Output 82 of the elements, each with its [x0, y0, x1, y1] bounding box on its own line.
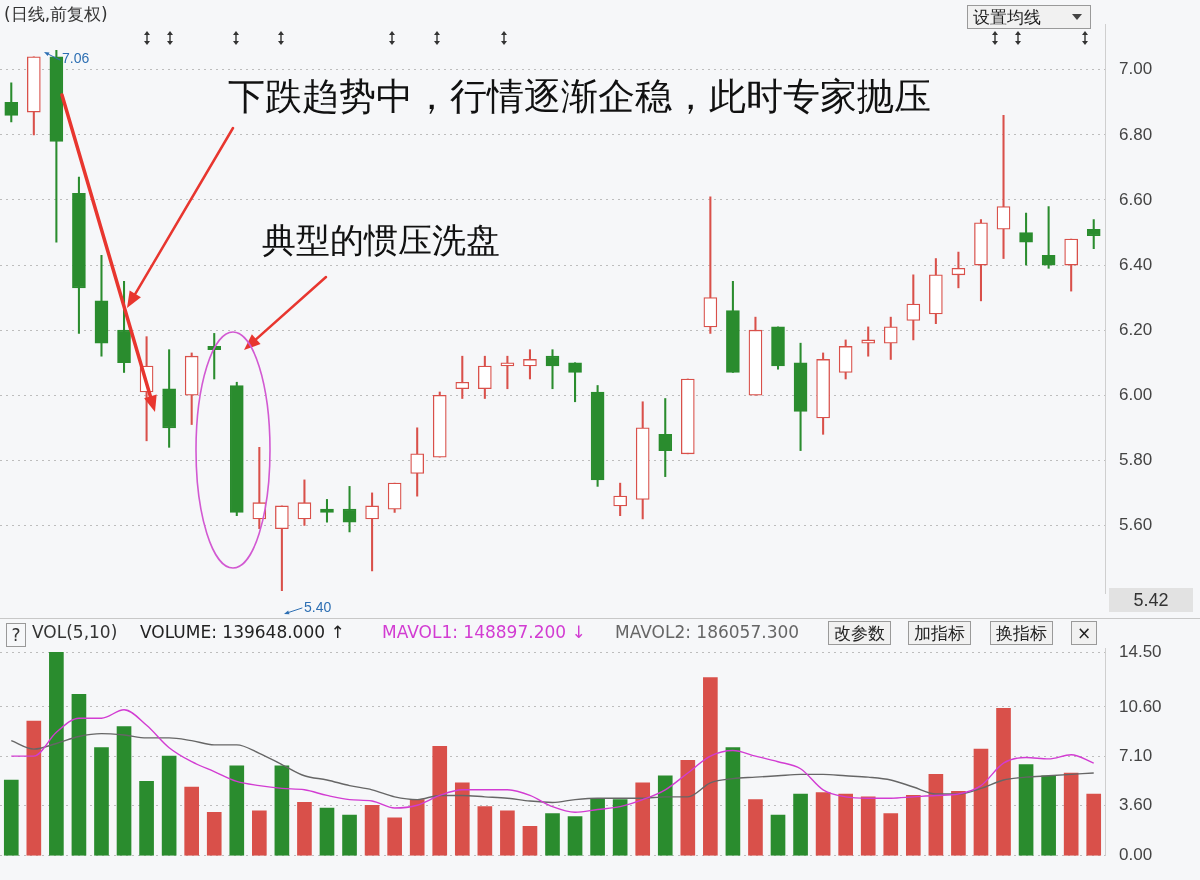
- bar: [477, 806, 493, 856]
- bar: [139, 781, 154, 856]
- bar: [94, 747, 109, 856]
- bar: [1086, 793, 1102, 856]
- button: 加指标: [908, 621, 971, 645]
- bar: [161, 755, 177, 856]
- bar: [748, 799, 763, 856]
- candlestick: [996, 115, 1011, 259]
- bar: [928, 774, 944, 856]
- button: 换指标: [990, 621, 1053, 645]
- text: ?: [6, 623, 26, 647]
- bar: [680, 759, 696, 856]
- button: 设置均线: [967, 5, 1091, 29]
- bar: [612, 799, 628, 856]
- bar: [364, 804, 380, 856]
- bar: [26, 720, 42, 856]
- y-tick-label: 3.60: [1119, 794, 1153, 814]
- bar: [770, 814, 786, 856]
- y-tick-label: 6.00: [1119, 384, 1153, 404]
- bar: [297, 802, 312, 856]
- bar: [725, 747, 741, 856]
- annotation: 7.06: [62, 50, 90, 66]
- button: 改参数: [828, 621, 891, 645]
- y-tick-label: 6.20: [1119, 319, 1153, 339]
- y-tick-label: 6.40: [1119, 254, 1153, 274]
- y-tick-label: 10.60: [1119, 696, 1162, 716]
- text: MAVOL2: 186057.300: [615, 622, 800, 642]
- bar: [1041, 775, 1056, 856]
- bar: [184, 786, 200, 856]
- bar: [229, 765, 245, 856]
- bar: [951, 790, 966, 856]
- bar: [342, 814, 357, 856]
- bar: [838, 793, 853, 856]
- bar: [905, 795, 921, 856]
- line-series: [10, 709, 1095, 813]
- bar: [973, 748, 989, 856]
- text: VOLUME: 139648.000 ↑: [140, 622, 345, 642]
- bar: [387, 817, 402, 856]
- y-tick-label: 6.60: [1119, 189, 1153, 209]
- bar: [3, 779, 19, 856]
- bar: [1063, 772, 1079, 856]
- y-tick-label: 7.10: [1119, 745, 1153, 765]
- bar: [319, 807, 335, 856]
- bar: [590, 797, 605, 856]
- bar: [635, 782, 651, 856]
- bar: [793, 793, 808, 856]
- y-tick-label: 6.80: [1119, 124, 1153, 144]
- line-series: [10, 732, 1095, 804]
- bar: [274, 765, 290, 856]
- y-tick-label: 14.50: [1119, 641, 1162, 661]
- bar: [432, 745, 448, 856]
- text: 5.42: [1109, 588, 1193, 612]
- bar: [206, 811, 222, 856]
- bar: [567, 816, 583, 856]
- chart-title: VOL(5,10): [32, 622, 118, 642]
- bar: [1018, 764, 1034, 856]
- bar: [49, 651, 64, 856]
- bar: [703, 677, 718, 856]
- bar: [409, 799, 425, 856]
- button: ×: [1071, 621, 1097, 645]
- text: 5.40: [304, 599, 332, 615]
- bar: [454, 782, 470, 856]
- bar: [996, 708, 1011, 856]
- chart-title: (日线,前复权): [4, 3, 108, 26]
- bar: [883, 813, 899, 856]
- y-tick-label: 5.80: [1119, 450, 1153, 470]
- bar: [116, 726, 132, 856]
- bar: [500, 810, 515, 856]
- bar: [522, 825, 538, 856]
- bar: [860, 796, 876, 856]
- text: MAVOL1: 148897.200 ↓: [382, 622, 586, 642]
- y-tick-label: 7.00: [1119, 59, 1153, 79]
- y-tick-label: 0.00: [1119, 845, 1153, 865]
- bar: [252, 810, 267, 856]
- annotation: 典型的惯压洗盘: [262, 219, 500, 262]
- annotation: 下跌趋势中，行情逐渐企稳，此时专家抛压: [228, 74, 931, 120]
- bar: [815, 792, 831, 856]
- candlestick: [545, 349, 560, 390]
- bar: [545, 813, 560, 856]
- bar: [657, 775, 673, 856]
- y-tick-label: 5.60: [1119, 515, 1153, 535]
- bar: [71, 694, 87, 856]
